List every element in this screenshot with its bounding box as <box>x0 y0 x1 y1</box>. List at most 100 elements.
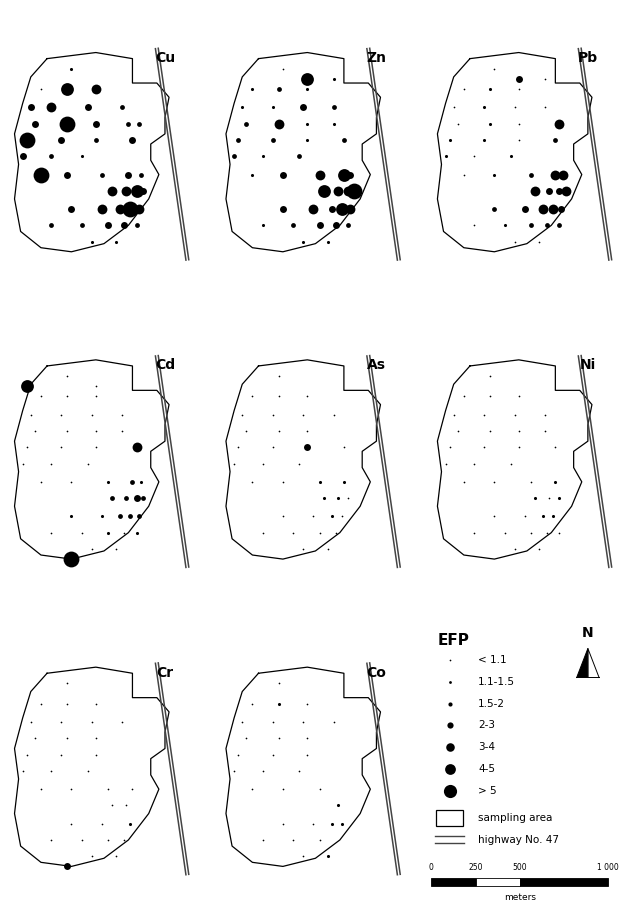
Point <box>268 407 278 422</box>
Point <box>273 424 284 438</box>
Point <box>526 167 536 182</box>
Point <box>229 149 239 163</box>
Point <box>91 424 101 438</box>
Point <box>247 390 258 404</box>
Point <box>22 133 32 148</box>
Point <box>237 714 247 729</box>
Point <box>544 184 555 198</box>
Point <box>87 542 97 557</box>
Text: Ni: Ni <box>580 358 596 372</box>
Point <box>56 133 66 148</box>
Point <box>107 491 117 506</box>
Point <box>36 474 46 489</box>
Point <box>125 509 135 523</box>
Point <box>121 184 132 198</box>
Point <box>449 100 459 114</box>
Point <box>459 474 469 489</box>
Point <box>117 100 127 114</box>
Point <box>273 731 284 746</box>
Point <box>77 218 87 233</box>
Point <box>288 218 298 233</box>
Point <box>46 456 56 471</box>
Point <box>241 116 251 131</box>
Point <box>91 390 101 404</box>
Point <box>558 167 569 182</box>
Text: Cu: Cu <box>155 51 175 65</box>
Bar <box>436 810 463 826</box>
Text: meters: meters <box>504 893 535 902</box>
Point <box>288 525 298 540</box>
Point <box>542 525 552 540</box>
Point <box>479 407 489 422</box>
Point <box>127 782 137 797</box>
Point <box>520 509 530 523</box>
Point <box>26 714 36 729</box>
Point <box>97 816 107 831</box>
Point <box>314 782 325 797</box>
Point <box>526 474 536 489</box>
Text: highway No. 47: highway No. 47 <box>478 834 559 845</box>
Point <box>509 100 520 114</box>
Point <box>247 696 258 711</box>
Point <box>554 491 564 506</box>
Point <box>339 133 349 148</box>
Point <box>132 218 142 233</box>
Point <box>294 456 304 471</box>
Point <box>22 748 32 762</box>
Point <box>509 234 520 249</box>
Point <box>485 368 495 383</box>
Text: Zn: Zn <box>366 51 387 65</box>
Point <box>91 378 101 393</box>
Point <box>500 218 510 233</box>
Point <box>345 167 355 182</box>
Point <box>258 149 268 163</box>
Point <box>125 202 135 217</box>
Point <box>489 202 500 217</box>
Point <box>132 184 142 198</box>
Point <box>445 739 455 754</box>
Point <box>247 167 258 182</box>
Point <box>62 390 72 404</box>
Text: As: As <box>367 358 386 372</box>
Point <box>505 456 516 471</box>
Point <box>327 202 337 217</box>
Point <box>298 542 309 557</box>
Point <box>115 509 125 523</box>
Point <box>46 149 56 163</box>
Point <box>77 833 87 847</box>
Point <box>36 82 46 97</box>
Point <box>62 859 72 874</box>
Point <box>278 167 288 182</box>
Point <box>278 782 288 797</box>
Point <box>117 407 127 422</box>
Point <box>82 763 93 778</box>
Point <box>62 424 72 438</box>
Point <box>111 849 121 864</box>
Point <box>241 424 251 438</box>
Point <box>125 816 135 831</box>
Point <box>548 509 558 523</box>
Point <box>445 784 455 798</box>
Point <box>233 748 243 762</box>
Point <box>121 491 132 506</box>
Point <box>526 218 536 233</box>
Point <box>302 748 312 762</box>
Point <box>132 440 142 455</box>
Point <box>489 167 500 182</box>
Point <box>302 696 312 711</box>
Point <box>534 234 544 249</box>
Point <box>302 116 312 131</box>
Point <box>127 474 137 489</box>
Point <box>530 491 540 506</box>
Point <box>479 100 489 114</box>
Point <box>333 184 343 198</box>
Text: sampling area: sampling area <box>478 813 553 823</box>
Point <box>485 390 495 404</box>
Point <box>349 184 359 198</box>
Point <box>298 407 309 422</box>
Point <box>46 833 56 847</box>
Point <box>66 552 77 567</box>
Point <box>509 407 520 422</box>
Point <box>62 696 72 711</box>
Point <box>247 782 258 797</box>
